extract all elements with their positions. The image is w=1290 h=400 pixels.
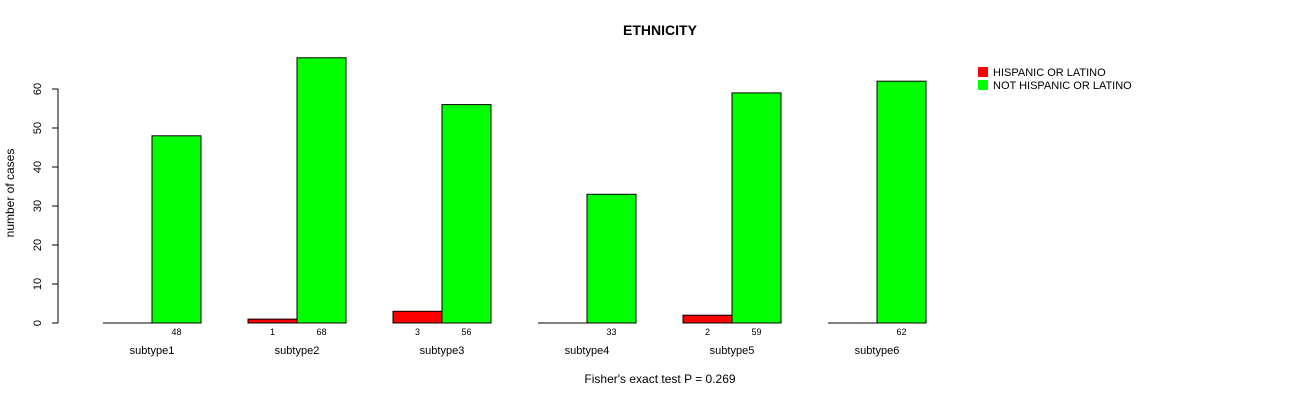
y-tick-label: 20 xyxy=(32,239,44,251)
y-tick-label: 0 xyxy=(32,320,44,326)
legend-swatch xyxy=(978,80,988,90)
bar-not-hispanic-subtype2 xyxy=(296,57,347,324)
y-tick-label: 10 xyxy=(32,278,44,290)
y-tick-label: 60 xyxy=(32,83,44,95)
bar-value-label: 33 xyxy=(606,327,616,337)
bar-value-label: 56 xyxy=(461,327,471,337)
y-axis: 0 10 20 30 40 50 60 xyxy=(32,83,59,326)
y-tick-label: 50 xyxy=(32,122,44,134)
bar-value-label: 1 xyxy=(270,327,275,337)
bar-hispanic-subtype3 xyxy=(392,310,443,324)
chart-title: ETHNICITY xyxy=(623,22,698,38)
bar-value-label: 62 xyxy=(896,327,906,337)
category-label-subtype4: subtype4 xyxy=(565,345,610,357)
category-label-subtype1: subtype1 xyxy=(130,345,175,357)
y-tick-label: 40 xyxy=(32,161,44,173)
bar-not-hispanic-subtype4 xyxy=(586,193,637,324)
bar-hispanic-subtype5 xyxy=(682,314,733,324)
y-tick-label: 30 xyxy=(32,200,44,212)
category-label-subtype3: subtype3 xyxy=(420,345,465,357)
bar-hispanic-subtype2 xyxy=(247,318,298,324)
bar-value-label: 68 xyxy=(316,327,326,337)
category-label-subtype5: subtype5 xyxy=(710,345,755,357)
bar-value-label: 3 xyxy=(415,327,420,337)
bar-not-hispanic-subtype6 xyxy=(876,80,927,324)
bars-group: 48 subtype1 1 68 subtype2 3 56 subtype3 33 subtyp… xyxy=(103,57,927,357)
bar-not-hispanic-subtype1 xyxy=(151,135,202,324)
legend-swatch xyxy=(978,67,988,77)
bar-value-label: 59 xyxy=(751,327,761,337)
legend-label: HISPANIC OR LATINO xyxy=(993,67,1106,79)
bar-not-hispanic-subtype5 xyxy=(731,92,782,324)
bar-value-label: 48 xyxy=(171,327,181,337)
category-label-subtype2: subtype2 xyxy=(275,345,320,357)
bar-value-label: 2 xyxy=(705,327,710,337)
y-axis-label: number of cases xyxy=(3,149,17,238)
bar-not-hispanic-subtype3 xyxy=(441,104,492,324)
category-label-subtype6: subtype6 xyxy=(855,345,900,357)
legend-label: NOT HISPANIC OR LATINO xyxy=(993,80,1132,92)
x-axis-label: Fisher's exact test P = 0.269 xyxy=(584,372,735,386)
